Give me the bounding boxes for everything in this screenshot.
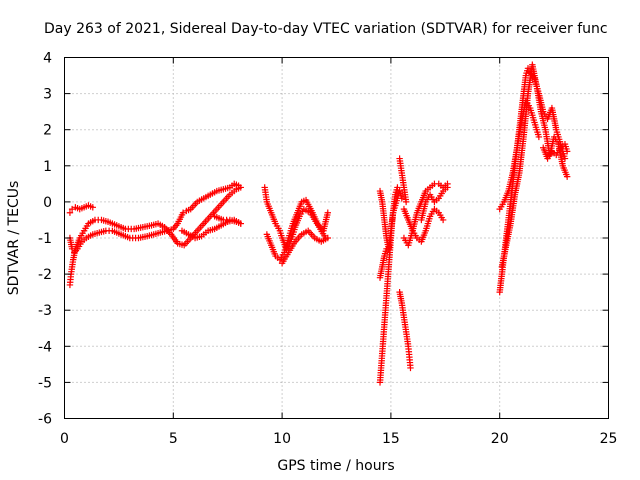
grid-lines [64, 57, 609, 419]
y-tick-label: 3 [43, 87, 52, 103]
y-tick-label: 0 [43, 195, 52, 211]
data-point [561, 155, 569, 162]
y-tick-label: -4 [38, 339, 52, 355]
x-tick-label: 15 [382, 431, 400, 447]
data-point [179, 209, 187, 216]
data-point [66, 209, 74, 216]
data-point [324, 209, 331, 216]
x-tick-label: 0 [60, 431, 69, 447]
data-points [66, 61, 571, 386]
y-tick-label: 1 [43, 159, 52, 175]
data-point [394, 184, 401, 191]
data-point [68, 205, 76, 213]
y-tick-label: 4 [43, 51, 52, 67]
x-tick-label: 5 [169, 431, 178, 447]
x-axis-ticks: 0 5 10 15 20 25 [60, 57, 618, 447]
data-point [324, 234, 331, 242]
data-point [383, 245, 390, 253]
data-point [563, 173, 571, 180]
data-point [396, 187, 403, 195]
y-tick-label: -5 [38, 375, 52, 391]
y-tick-label: -3 [38, 303, 52, 319]
chart-title: Day 263 of 2021, Sidereal Day-to-day VTE… [44, 21, 608, 37]
data-point [524, 65, 532, 72]
x-tick-label: 10 [273, 431, 291, 447]
x-tick-label: 20 [491, 431, 509, 447]
x-tick-label: 25 [600, 431, 618, 447]
y-axis-ticks: -6 -5 -4 -3 -2 -1 0 1 2 3 4 [38, 51, 609, 428]
data-point [89, 204, 96, 211]
y-tick-label: -1 [38, 231, 52, 247]
data-point [439, 216, 447, 224]
data-point [407, 364, 414, 372]
data-point [237, 184, 244, 191]
data-point [402, 198, 410, 206]
y-tick-label: -2 [38, 267, 52, 283]
data-point [535, 133, 543, 141]
y-tick-label: 2 [43, 123, 52, 139]
x-axis-label: GPS time / hours [277, 458, 394, 474]
y-tick-label: -6 [38, 412, 52, 428]
data-point [237, 220, 244, 227]
data-point [444, 184, 451, 191]
data-point [563, 148, 571, 155]
y-axis-label: SDTVAR / TECUs [6, 181, 22, 296]
